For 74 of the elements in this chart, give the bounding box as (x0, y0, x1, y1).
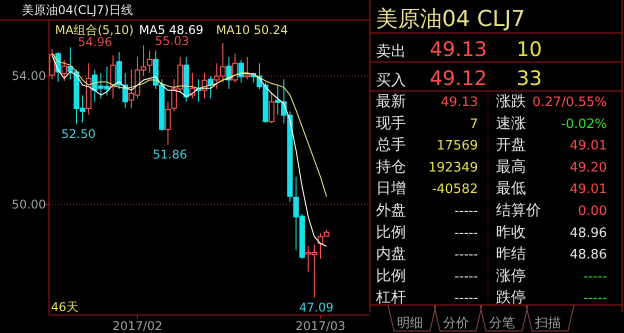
text: ----- (584, 291, 608, 306)
text: ----- (454, 204, 478, 219)
text: 192349 (428, 160, 478, 176)
annotation: 54.96 (78, 35, 112, 49)
text: 结算价 (496, 201, 541, 219)
legend-title: MA组合(5,10) (55, 23, 134, 37)
text: 最高 (496, 157, 526, 176)
text: 速涨 (496, 114, 526, 132)
text: 美原油04 CLJ7 (376, 7, 526, 32)
text: 外盘 (376, 201, 406, 219)
text: 扫描 (534, 316, 561, 331)
candlestick (232, 53, 238, 84)
text: 比例 (376, 222, 406, 241)
text: 49.13 (440, 95, 478, 110)
text: 持仓 (376, 157, 406, 176)
text: ----- (584, 269, 608, 284)
candlestick (146, 50, 152, 74)
annotation: 55.03 (154, 34, 190, 48)
x-tick-label: 2017/03 (296, 319, 346, 333)
text: 开盘 (496, 136, 526, 154)
candlestick (226, 56, 232, 90)
text: ----- (454, 269, 478, 284)
text: 48.96 (570, 226, 607, 241)
text: 49.13 (430, 37, 487, 61)
text: 昨结 (496, 244, 526, 263)
text: MA5 48.69 (139, 23, 204, 37)
text: 33 (516, 66, 542, 90)
chart-title: 美原油04(CLJ7)日线 (22, 3, 133, 17)
candlestick (268, 92, 274, 124)
text: 49.01 (570, 138, 607, 154)
text: 0.00 (578, 204, 607, 219)
text: ----- (454, 291, 478, 306)
text: 最新 (376, 92, 406, 110)
text: 日增 (376, 179, 406, 198)
candlestick (165, 101, 171, 146)
candlestick (244, 56, 250, 80)
text: 49.20 (570, 160, 607, 176)
text: ----- (454, 248, 478, 263)
annotation: 51.86 (152, 148, 188, 162)
text: 涨跌 (496, 92, 526, 110)
annotation: 46天 (51, 300, 78, 314)
text: 分笔 (489, 316, 515, 331)
annotation: 52.50 (61, 127, 96, 142)
text: 49.01 (570, 182, 607, 198)
text: 杠杆 (375, 288, 406, 306)
annotation: 47.09 (299, 300, 334, 315)
text: MA10 50.24 (216, 23, 288, 37)
text: 分价 (443, 316, 469, 331)
text: 买入 (376, 71, 406, 89)
text: 7 (470, 116, 478, 132)
text: 涨停 (496, 266, 526, 284)
y-tick-label: 50.00 (12, 197, 46, 212)
text: 内盘 (376, 244, 406, 263)
text: 17569 (436, 138, 478, 154)
x-tick-label: 2017/02 (112, 319, 162, 333)
text: 跌停 (496, 288, 526, 306)
candlestick (318, 232, 324, 260)
text: ----- (454, 226, 478, 241)
text: 现手 (376, 114, 406, 132)
text: 48.86 (570, 248, 607, 263)
candlestick (61, 60, 68, 82)
text: 49.12 (430, 66, 487, 90)
text: 总手 (375, 136, 406, 154)
text: 最低 (496, 179, 526, 198)
text: 比例 (376, 266, 406, 284)
text: -40582 (432, 182, 478, 198)
text: 明细 (397, 316, 423, 331)
candlestick (110, 54, 116, 100)
text: -0.02% (561, 116, 607, 132)
text: 0.27/0.55% (532, 95, 607, 110)
text: 卖出 (376, 42, 406, 60)
y-tick-label: 54.00 (12, 69, 46, 84)
text: 10 (516, 37, 542, 61)
text: 昨收 (496, 222, 526, 241)
